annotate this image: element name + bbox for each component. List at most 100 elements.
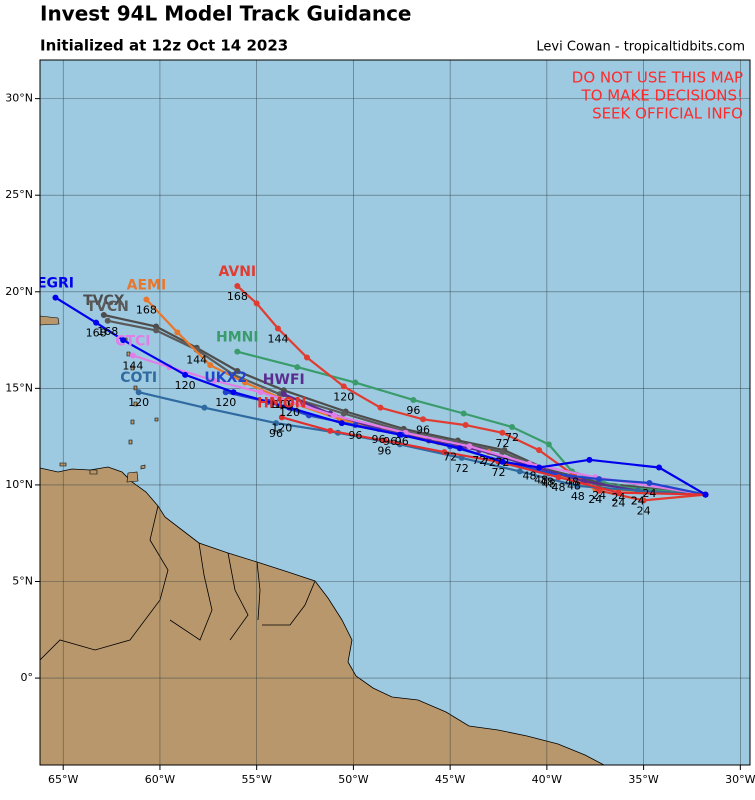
track-point — [278, 414, 285, 421]
title: Invest 94L Model Track Guidance — [40, 2, 412, 26]
track-point — [377, 404, 384, 411]
y-tick-label: 0° — [21, 671, 34, 684]
track-point — [234, 367, 241, 374]
forecast-hour-label: 120 — [333, 390, 354, 403]
track-line — [54, 296, 707, 496]
forecast-hour-label: 144 — [186, 354, 207, 367]
warning-text: SEEK OFFICIAL INFO — [592, 105, 743, 123]
forecast-hour-label: 168 — [227, 290, 248, 303]
forecast-hour-label: 72 — [495, 437, 509, 450]
track-point — [420, 416, 427, 423]
forecast-hour-label: 24 — [588, 493, 602, 506]
forecast-hour-label: 96 — [383, 435, 397, 448]
track-point — [410, 396, 417, 403]
track-point — [596, 476, 603, 483]
forecast-hour-label: 96 — [269, 427, 283, 440]
track-point — [273, 420, 280, 427]
y-tick-label: 30°N — [5, 92, 33, 105]
forecast-hour-label: 48 — [571, 490, 585, 503]
track-point — [280, 391, 287, 398]
track-point — [536, 464, 543, 471]
forecast-hour-label: 72 — [443, 450, 457, 463]
forecast-hour-label: 48 — [567, 479, 581, 492]
forecast-hour-label: 72 — [505, 431, 519, 444]
track-point — [340, 383, 347, 390]
track-line — [132, 354, 706, 496]
track-point — [499, 458, 506, 465]
track-point — [201, 404, 208, 411]
credit: Levi Cowan - tropicaltidbits.com — [536, 40, 745, 55]
forecast-hour-label: 48 — [522, 470, 536, 483]
track-point — [100, 311, 107, 318]
forecast-hour-label: 48 — [540, 475, 554, 488]
track-point — [381, 437, 388, 444]
forecast-hour-label: 72 — [495, 456, 509, 469]
forecast-hour-label: 24 — [592, 489, 606, 502]
model-label: TVCX — [83, 293, 125, 309]
track-point — [545, 441, 552, 448]
track-point — [462, 422, 469, 429]
y-tick-label: 10°N — [5, 478, 33, 491]
x-tick-label: 50°W — [338, 773, 368, 786]
track-point — [174, 329, 181, 336]
track-point — [207, 362, 214, 369]
forecast-hour-label: 144 — [267, 332, 288, 345]
forecast-hour-label: 48 — [542, 477, 556, 490]
forecast-hour-label: 48 — [551, 481, 565, 494]
y-tick-label: 15°N — [5, 381, 33, 394]
forecast-hour-label: 72 — [455, 462, 469, 475]
track-point — [211, 377, 218, 384]
country-borders — [40, 505, 316, 661]
forecast-hour-label: 120 — [175, 379, 196, 392]
track-point — [143, 296, 150, 303]
track-point — [135, 389, 142, 396]
y-tick-label: 5°N — [12, 575, 33, 588]
track-point — [338, 420, 345, 427]
model-label: AEMI — [127, 278, 167, 294]
track-point — [646, 480, 653, 486]
forecast-hour-label: 24 — [642, 487, 656, 500]
map-frame — [39, 59, 751, 766]
forecast-hour-label: 96 — [395, 435, 409, 448]
track-point — [52, 294, 59, 301]
forecast-hour-label: 168 — [97, 325, 118, 338]
track-point — [574, 482, 581, 489]
track-point — [456, 445, 463, 452]
model-label: AVNI — [219, 264, 257, 280]
forecast-hour-label: 24 — [631, 495, 645, 508]
model-label: EGRI — [37, 276, 74, 292]
track-point — [516, 468, 523, 475]
x-tick-label: 55°W — [241, 773, 271, 786]
x-tick-label: 40°W — [532, 773, 562, 786]
subtitle: Initialized at 12z Oct 14 2023 — [40, 37, 288, 55]
track-point — [536, 447, 543, 454]
model-label: HWFI — [263, 372, 305, 388]
track-point — [274, 325, 281, 332]
track-point — [129, 352, 136, 359]
track-point — [352, 379, 359, 386]
forecast-hour-label: 24 — [631, 495, 645, 508]
track-point — [615, 489, 622, 496]
forecast-hour-label: 120 — [128, 396, 149, 409]
forecast-hour-label: 120 — [271, 421, 292, 434]
land — [40, 466, 605, 765]
forecast-hour-label: 96 — [372, 433, 386, 446]
model-label: TVCN — [87, 299, 129, 315]
track-point — [499, 449, 506, 456]
forecast-hour-label: 24 — [611, 497, 625, 510]
track-point — [253, 300, 260, 307]
track-point — [702, 491, 709, 498]
x-tick-label: 35°W — [628, 773, 658, 786]
track-point — [120, 337, 127, 344]
track-point — [303, 354, 310, 361]
forecast-hour-label: 96 — [348, 429, 362, 442]
track-point — [460, 410, 467, 417]
forecast-hour-label: 168 — [136, 304, 157, 317]
track-point — [242, 379, 249, 386]
x-tick-label: 65°W — [48, 773, 78, 786]
model-label: HMON — [257, 395, 306, 411]
forecast-hour-label: 24 — [637, 504, 651, 517]
track-point — [234, 348, 241, 355]
